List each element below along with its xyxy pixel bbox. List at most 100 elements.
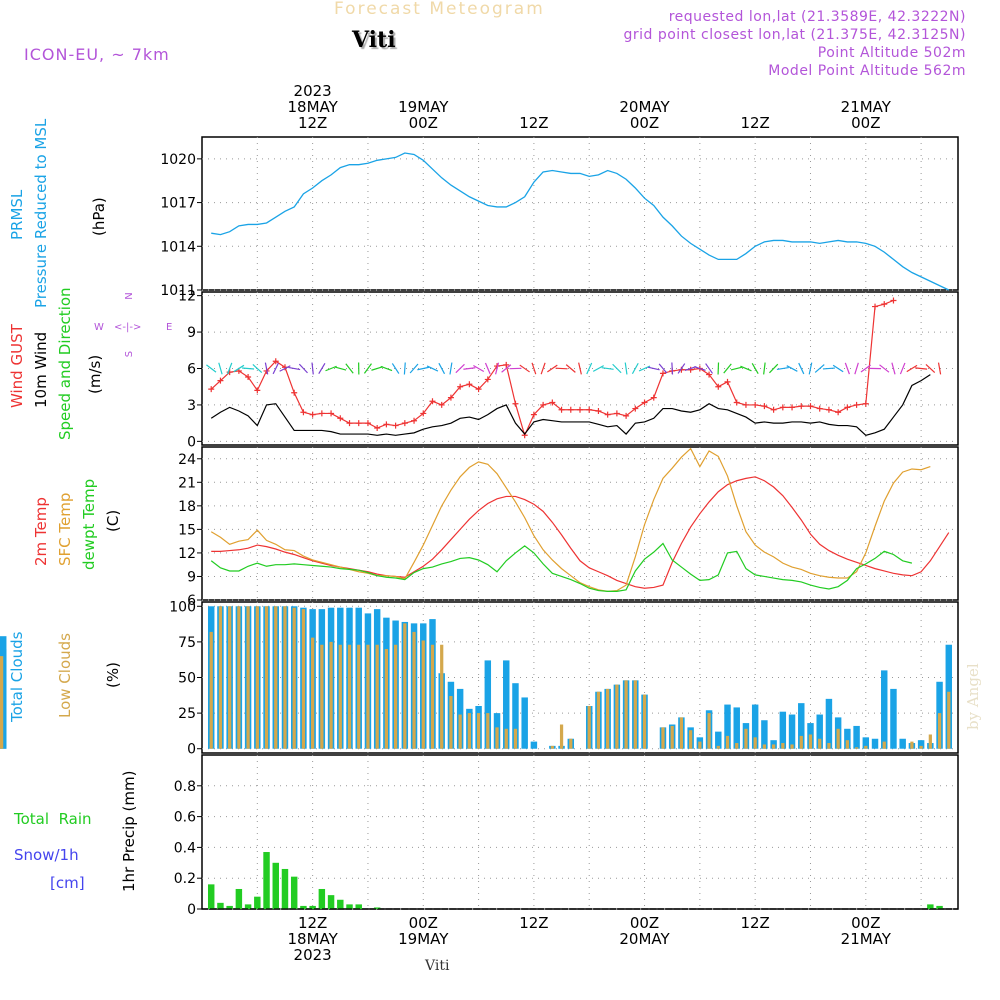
low-cloud-bar [679,717,684,749]
low-cloud-bar [301,609,306,749]
low-cloud-bar [264,606,269,749]
low-cloud-bar [606,688,610,749]
wind-direction-arrow [693,366,706,371]
time-label-top: 21MAY [841,98,892,116]
low-cloud-bar [725,735,730,749]
wind-direction-arrow [776,366,789,371]
total-cloud-bar [724,704,731,749]
wind-direction-arrow [380,365,393,372]
temp-dewpt-line [210,542,913,592]
total-cloud-bar [521,697,528,749]
gust-marker [512,400,519,407]
gust-marker [604,411,611,418]
total-cloud-bar [816,714,823,749]
rain-bar [300,905,307,909]
low-cloud-bar [274,606,278,749]
y-tick-label: 1011 [160,283,196,299]
wind-direction-arrow [937,362,942,375]
y-tick-label: 12 [178,289,196,305]
time-label-top: 20MAY [619,98,670,116]
time-label-bottom: 20MAY [619,930,670,948]
location-title: Viti [352,27,396,53]
gust-marker [466,381,473,388]
footer-location: Viti [425,958,450,974]
gust-marker [715,383,722,390]
gust-marker [706,371,713,378]
gust-marker [530,411,537,418]
wind-direction-arrow [438,362,446,375]
total-cloud-bar [779,711,787,749]
wind-direction-arrow [363,363,372,374]
low-cloud-bar [919,745,923,749]
low-cloud-bar [753,737,757,749]
low-cloud-bar [707,713,711,749]
time-label-bottom: 18MAY [287,930,338,948]
total-cloud-bar [484,660,492,749]
low-cloud-bar [698,741,702,749]
rain-bar [272,862,279,909]
rain-bar [290,876,298,909]
wind-direction-arrow [334,366,347,371]
wind-direction-arrow [371,366,384,371]
gust-marker [798,403,805,410]
wind-compass-icon: N S W E <-|-> [94,292,172,357]
gust-marker [503,361,510,368]
wind-direction-arrow [288,366,301,371]
y-tick-label: 0.4 [174,840,196,856]
gust-marker [217,377,224,384]
model-altitude: Model Point Altitude 562m [768,63,966,79]
total-cloud-bar [761,720,768,749]
wind-direction-arrow [473,364,485,373]
gust-marker [355,420,362,427]
wind-direction-arrow [915,367,928,370]
rain-bar [226,905,233,909]
low-cloud-bar [735,743,739,749]
rain-bar [927,904,934,909]
y-tick-label: 100 [169,599,196,615]
wind-direction-arrow [705,363,714,374]
low-cloud-bar [228,606,232,749]
low-cloud-bar [329,641,333,749]
time-label-top: 18MAY [287,98,338,116]
time-label-bottom: 12Z [519,914,548,932]
time-label-top: 12Z [519,114,548,132]
total-cloud-bar [862,737,870,749]
wind-direction-arrow [272,362,279,375]
low-cloud-bar [366,644,370,749]
gust-marker [650,394,657,401]
wind-direction-arrow [540,362,546,375]
wind-direction-arrow [449,362,453,375]
low-cloud-bar [218,606,223,749]
wind-direction-arrow [592,365,604,372]
wind-direction-arrow [403,362,406,375]
panel-frame [201,136,959,291]
wind-direction-arrow [233,364,245,373]
low-cloud-bar [845,740,849,749]
point-altitude: Point Altitude 502m [817,45,966,61]
panel-frame [201,446,959,601]
gust-marker [872,303,879,310]
low-cloud-bar [771,744,776,749]
y-tick-label: 18 [178,499,196,515]
time-label-bottom: 12Z [740,914,769,932]
time-label-top: 00Z [630,114,659,132]
gust-marker [300,409,307,416]
y-tick-label: 50 [178,671,196,687]
low-cloud-bar [384,649,389,749]
wind-direction-arrow [586,362,593,375]
wind-direction-arrow [426,365,439,372]
wind-direction-arrow [808,362,813,375]
requested-coords: requested lon,lat (21.3589E, 42.3222N) [668,9,966,25]
gust-marker [447,394,454,401]
gust-marker [595,408,602,414]
rain-bar [217,902,224,909]
gust-marker [438,401,445,408]
gust-marker [346,420,353,427]
wind-direction-arrow [647,366,660,371]
total-cloud-bar [733,707,740,749]
total-cloud-bar [899,738,906,749]
wind-direction-arrow [814,364,825,373]
low-cloud-bar [449,696,453,749]
gust-marker [558,406,565,413]
gust-marker [420,410,427,417]
